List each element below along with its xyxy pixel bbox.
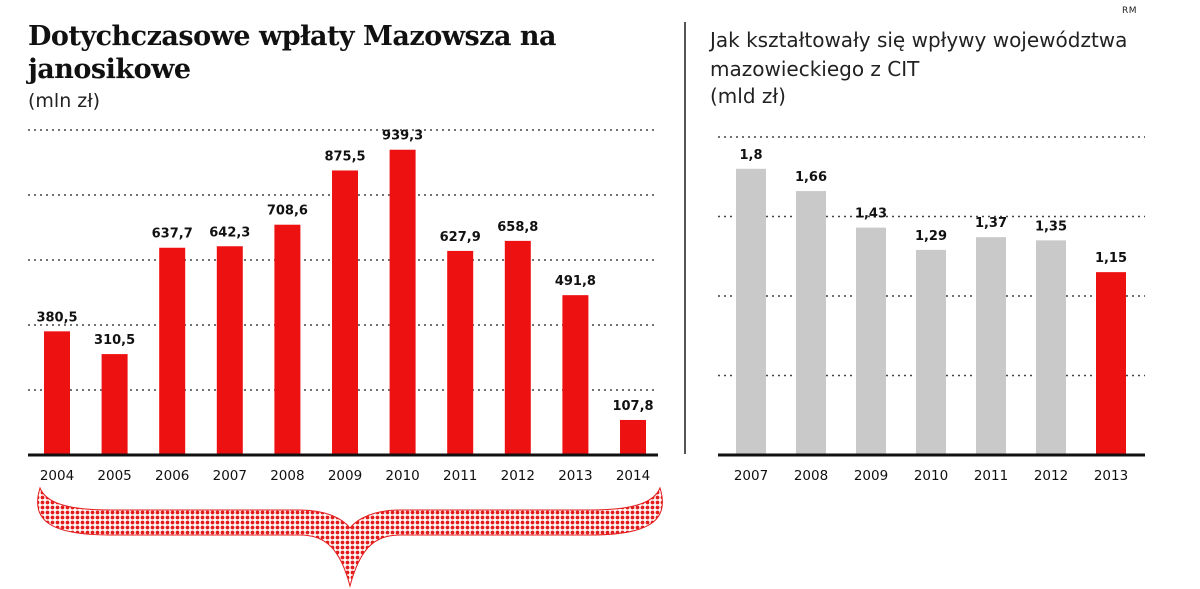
tick-label-2004: 2004 bbox=[40, 468, 74, 484]
tick-label-2012: 2012 bbox=[1034, 468, 1068, 484]
tick-label-2013: 2013 bbox=[558, 468, 592, 484]
bar-2004 bbox=[44, 331, 70, 455]
value-label-2011: 1,37 bbox=[975, 216, 1007, 231]
tick-label-2012: 2012 bbox=[501, 468, 535, 484]
tick-label-2009: 2009 bbox=[328, 468, 362, 484]
bar-2013 bbox=[1096, 272, 1126, 455]
value-label-2004: 380,5 bbox=[36, 310, 77, 325]
tick-label-2009: 2009 bbox=[854, 468, 888, 484]
left-chart-title: Dotychczasowe wpłaty Mazowsza na janosik… bbox=[28, 21, 557, 85]
bar-2008 bbox=[274, 224, 301, 455]
tick-label-2008: 2008 bbox=[270, 468, 304, 484]
bar-2006 bbox=[159, 247, 186, 455]
bar-2007 bbox=[216, 246, 243, 455]
panel-divider bbox=[684, 22, 686, 454]
bar-2009 bbox=[332, 170, 358, 455]
value-label-2009: 1,43 bbox=[855, 207, 887, 222]
bar-2011 bbox=[447, 250, 474, 455]
right-chart-unit: (mld zł) bbox=[710, 84, 786, 108]
value-label-2010: 1,29 bbox=[915, 229, 947, 244]
bar-2013 bbox=[562, 295, 589, 455]
tick-label-2010: 2010 bbox=[914, 468, 948, 484]
value-label-2007: 642,3 bbox=[209, 225, 250, 240]
tick-label-2011: 2011 bbox=[443, 468, 477, 484]
tick-label-2007: 2007 bbox=[734, 468, 768, 484]
bar-2005 bbox=[101, 354, 128, 455]
tick-label-2008: 2008 bbox=[794, 468, 828, 484]
value-label-2006: 637,7 bbox=[152, 227, 193, 242]
tick-label-2014: 2014 bbox=[616, 468, 650, 484]
bar-2007 bbox=[736, 168, 766, 456]
right-chart-title: Jak kształtowały się wpływy województwa … bbox=[710, 28, 1128, 81]
left-chart-unit: (mln zł) bbox=[28, 90, 101, 112]
value-label-2013: 1,15 bbox=[1095, 251, 1127, 266]
bar-2014 bbox=[620, 419, 646, 455]
bar-2008 bbox=[796, 191, 826, 455]
tick-label-2010: 2010 bbox=[385, 468, 419, 484]
bar-2012 bbox=[504, 240, 531, 455]
bar-2010 bbox=[916, 249, 946, 455]
curly-brace-annotation bbox=[37, 486, 663, 588]
value-label-2014: 107,8 bbox=[612, 399, 653, 414]
bar-2011 bbox=[976, 237, 1006, 455]
tick-label-2007: 2007 bbox=[213, 468, 247, 484]
value-label-2011: 627,9 bbox=[440, 230, 481, 245]
tick-label-2006: 2006 bbox=[155, 468, 189, 484]
tick-label-2005: 2005 bbox=[97, 468, 131, 484]
bar-2009 bbox=[856, 227, 886, 455]
value-label-2009: 875,5 bbox=[324, 149, 365, 164]
tick-label-2011: 2011 bbox=[974, 468, 1008, 484]
value-label-2010: 939,3 bbox=[382, 129, 423, 144]
value-label-2012: 1,35 bbox=[1035, 219, 1067, 234]
bar-2012 bbox=[1036, 240, 1066, 455]
value-label-2005: 310,5 bbox=[94, 333, 135, 348]
value-label-2008: 1,66 bbox=[795, 170, 827, 185]
value-label-2013: 491,8 bbox=[555, 274, 596, 289]
value-label-2007: 1,8 bbox=[739, 148, 762, 163]
bar-2010 bbox=[389, 149, 416, 456]
value-label-2008: 708,6 bbox=[267, 204, 308, 219]
cit-bar-chart: 1,8 1,66 1,43 1,29 1,37 1,35 1,15 2007 2008 2009… bbox=[718, 136, 1145, 484]
value-label-2012: 658,8 bbox=[497, 220, 538, 235]
tick-label-2013: 2013 bbox=[1094, 468, 1128, 484]
janosikowe-bar-chart: 380,5 310,5 637,7 642,3 708,6 875,5 939,3 627,9… bbox=[28, 129, 663, 588]
credit-label: RM bbox=[1122, 6, 1138, 16]
